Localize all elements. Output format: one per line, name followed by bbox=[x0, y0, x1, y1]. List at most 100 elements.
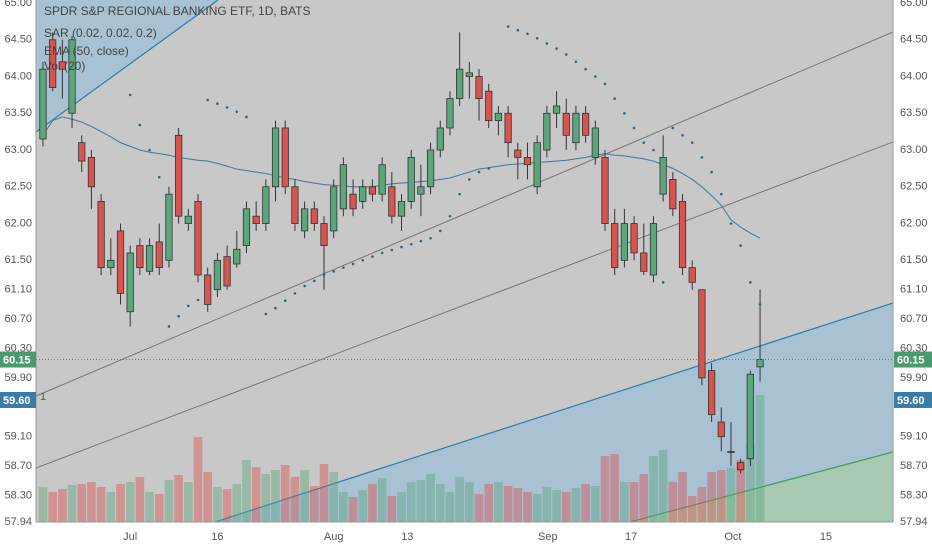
sar-dot bbox=[371, 255, 374, 258]
candle-body bbox=[717, 421, 725, 438]
sar-dot bbox=[429, 236, 432, 240]
y-tick-label: 63.00 bbox=[900, 144, 928, 156]
candle-body bbox=[223, 256, 231, 287]
sar-dot bbox=[332, 270, 335, 273]
sar-dot bbox=[729, 222, 733, 225]
candle-body bbox=[388, 186, 396, 217]
sar-dot bbox=[438, 229, 442, 233]
sar-dot bbox=[749, 281, 752, 284]
candle-body bbox=[281, 127, 289, 188]
candle-body bbox=[407, 156, 415, 202]
sar-dot bbox=[274, 306, 277, 310]
marker-price-label: 59.60 bbox=[3, 395, 31, 407]
candle-body bbox=[271, 127, 280, 188]
volume-bar bbox=[435, 484, 445, 522]
volume-bar bbox=[629, 482, 639, 522]
candle-body bbox=[426, 149, 435, 188]
candle-body bbox=[659, 156, 667, 195]
sar-dot bbox=[400, 245, 403, 249]
y-tick-label: 63.00 bbox=[4, 144, 32, 156]
candle-body bbox=[572, 112, 580, 144]
volume-bar bbox=[494, 482, 503, 522]
channel-line bbox=[629, 451, 894, 523]
sar-dot bbox=[293, 292, 297, 295]
y-tick-label: 61.50 bbox=[4, 254, 32, 266]
x-tick-label: Oct bbox=[724, 531, 741, 543]
candle-body bbox=[514, 149, 522, 158]
volume-bar bbox=[406, 482, 416, 522]
y-tick-label: 58.30 bbox=[900, 489, 928, 501]
sar-dot bbox=[206, 98, 210, 102]
volume-bar bbox=[203, 472, 213, 522]
volume-bar bbox=[503, 486, 513, 522]
x-tick-label: 16 bbox=[211, 531, 223, 543]
candle-body bbox=[310, 208, 318, 224]
volume-bar bbox=[174, 475, 183, 522]
candle-body bbox=[620, 223, 628, 261]
pitchfork-line bbox=[35, 141, 894, 469]
sar-dot bbox=[652, 148, 655, 152]
volume-bar bbox=[77, 484, 87, 522]
volume-bar bbox=[620, 482, 629, 522]
candle-body bbox=[494, 112, 503, 122]
candle-body bbox=[301, 208, 309, 232]
candle-body bbox=[116, 230, 125, 294]
sar-dot bbox=[264, 312, 268, 316]
sar-dot bbox=[739, 244, 742, 247]
sar-dot bbox=[342, 266, 345, 269]
candle-body bbox=[698, 289, 706, 379]
volume-bar bbox=[523, 492, 532, 522]
sar-dot bbox=[128, 93, 132, 97]
volume-bar bbox=[377, 478, 387, 522]
volume-bar bbox=[319, 464, 329, 522]
candle-body bbox=[97, 201, 105, 269]
sar-dot bbox=[632, 126, 636, 130]
candle-body bbox=[233, 248, 241, 265]
sar-dot bbox=[661, 281, 665, 284]
candle-body bbox=[378, 164, 386, 195]
candle-body bbox=[330, 186, 338, 232]
volume-bar bbox=[348, 497, 358, 522]
candle-body bbox=[87, 156, 96, 188]
candle-body bbox=[543, 112, 551, 151]
y-tick-label: 61.10 bbox=[4, 284, 32, 296]
sar-dot bbox=[487, 167, 491, 170]
candle-body bbox=[601, 156, 609, 224]
y-tick-label: 60.70 bbox=[900, 313, 928, 325]
volume-bar bbox=[716, 470, 726, 522]
candle-body bbox=[504, 112, 512, 144]
candle-body bbox=[194, 201, 202, 276]
candle-body bbox=[678, 201, 687, 269]
volume-bar bbox=[310, 486, 319, 522]
indicator-label: SAR (0.02, 0.02, 0.2) bbox=[44, 26, 157, 40]
candle-body bbox=[485, 90, 493, 122]
volume-bar bbox=[125, 482, 135, 522]
volume-bar bbox=[542, 487, 552, 522]
marker-price-box bbox=[894, 391, 932, 408]
sar-dot bbox=[555, 47, 558, 50]
last-price-label: 60.15 bbox=[3, 354, 31, 366]
marker-label: 1 bbox=[40, 391, 46, 403]
volume-bar bbox=[416, 480, 426, 522]
volume-bar bbox=[571, 488, 581, 522]
y-tick-label: 63.50 bbox=[900, 107, 928, 119]
sar-dot bbox=[526, 32, 529, 36]
candle-body bbox=[49, 39, 57, 88]
candle-body bbox=[262, 186, 270, 224]
candle-body bbox=[582, 112, 590, 136]
price-layer bbox=[39, 25, 764, 474]
volume-bar bbox=[154, 494, 164, 522]
candle-body bbox=[649, 223, 658, 276]
volume-bar bbox=[116, 484, 125, 522]
sar-dot bbox=[322, 273, 326, 277]
x-tick-label: 17 bbox=[625, 531, 637, 543]
candle-body bbox=[242, 208, 251, 246]
x-tick-label: 15 bbox=[820, 531, 832, 543]
sar-dot bbox=[216, 102, 219, 106]
volume-bar bbox=[755, 395, 765, 522]
candle-body bbox=[68, 39, 76, 114]
candle-body bbox=[475, 76, 483, 99]
sar-dot bbox=[700, 156, 704, 159]
volume-bar bbox=[591, 486, 600, 522]
volume-bar bbox=[232, 484, 242, 522]
